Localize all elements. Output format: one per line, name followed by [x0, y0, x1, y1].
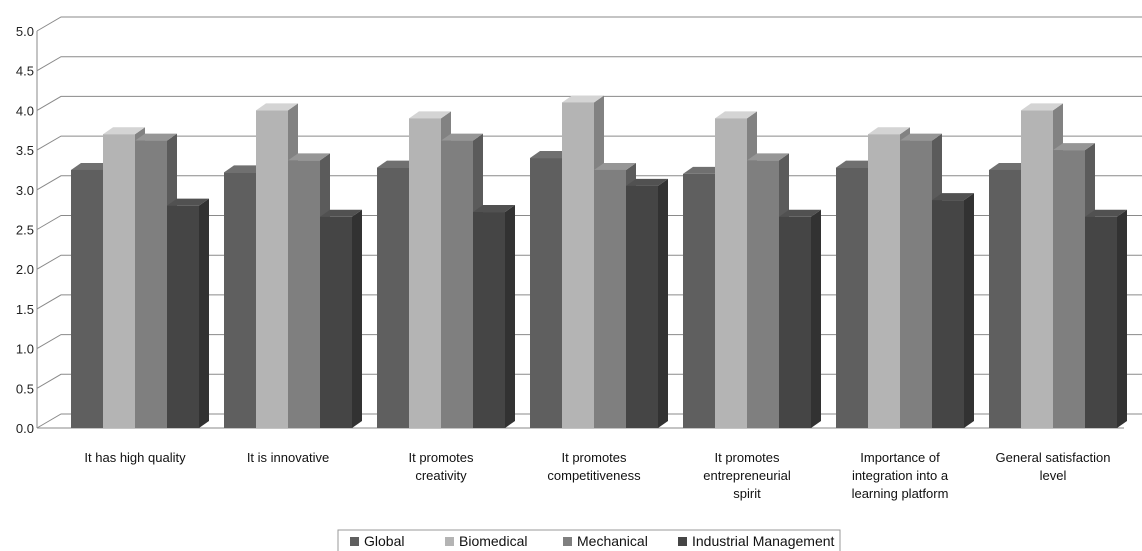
- legend-box: [337, 529, 841, 551]
- y-tick-label: 2.5: [16, 223, 34, 238]
- bar: [626, 178, 668, 428]
- x-tick-label: It promotes competitiveness: [547, 450, 641, 483]
- legend-swatch: [445, 537, 454, 546]
- bar: [530, 151, 572, 429]
- y-tick-label: 0.0: [16, 421, 34, 436]
- legend-label: Industrial Management: [692, 533, 835, 549]
- x-tick-label: It is innovative: [247, 450, 329, 465]
- bars: [71, 95, 1127, 429]
- gridline: [36, 16, 1142, 32]
- legend-label: Global: [364, 533, 404, 549]
- legend-swatch: [678, 537, 687, 546]
- gridline: [36, 135, 1142, 151]
- y-tick-label: 5.0: [16, 24, 34, 39]
- x-tick-label: It promotes entrepreneurial spirit: [703, 450, 791, 501]
- y-tick-label: 4.5: [16, 64, 34, 79]
- y-tick-label: 0.5: [16, 381, 34, 396]
- y-tick-label: 3.0: [16, 183, 34, 198]
- x-tick-label: It promotes creativity: [408, 450, 474, 483]
- legend-label: Biomedical: [459, 533, 527, 549]
- legend-swatch: [563, 537, 572, 546]
- x-tick-label: It has high quality: [84, 450, 186, 465]
- x-axis: It has high quality It is innovative It pr…: [84, 450, 1110, 501]
- y-tick-label: 2.0: [16, 262, 34, 277]
- bar: [320, 209, 362, 428]
- y-tick-label: 4.0: [16, 103, 34, 118]
- y-tick-label: 1.0: [16, 342, 34, 357]
- legend: Global Biomedical Mechanical Industrial Man…: [337, 529, 841, 551]
- y-tick-label: 3.5: [16, 143, 34, 158]
- y-axis: 0.0 0.5 1.0 1.5 2.0 2.5 3.0 3.5 4.0 4.5 5.0: [16, 24, 34, 436]
- x-tick-label: General satisfaction level: [996, 450, 1111, 483]
- bar: [167, 198, 209, 428]
- bar: [932, 193, 974, 428]
- bar: [1085, 209, 1127, 428]
- gridline: [36, 56, 1142, 72]
- y-tick-label: 1.5: [16, 302, 34, 317]
- legend-label: Mechanical: [577, 533, 648, 549]
- x-tick-label: Importance of integration into a learning …: [852, 450, 949, 501]
- bar: [779, 209, 821, 428]
- legend-swatch: [350, 537, 359, 546]
- gridline: [36, 95, 1142, 111]
- bar: [473, 205, 515, 428]
